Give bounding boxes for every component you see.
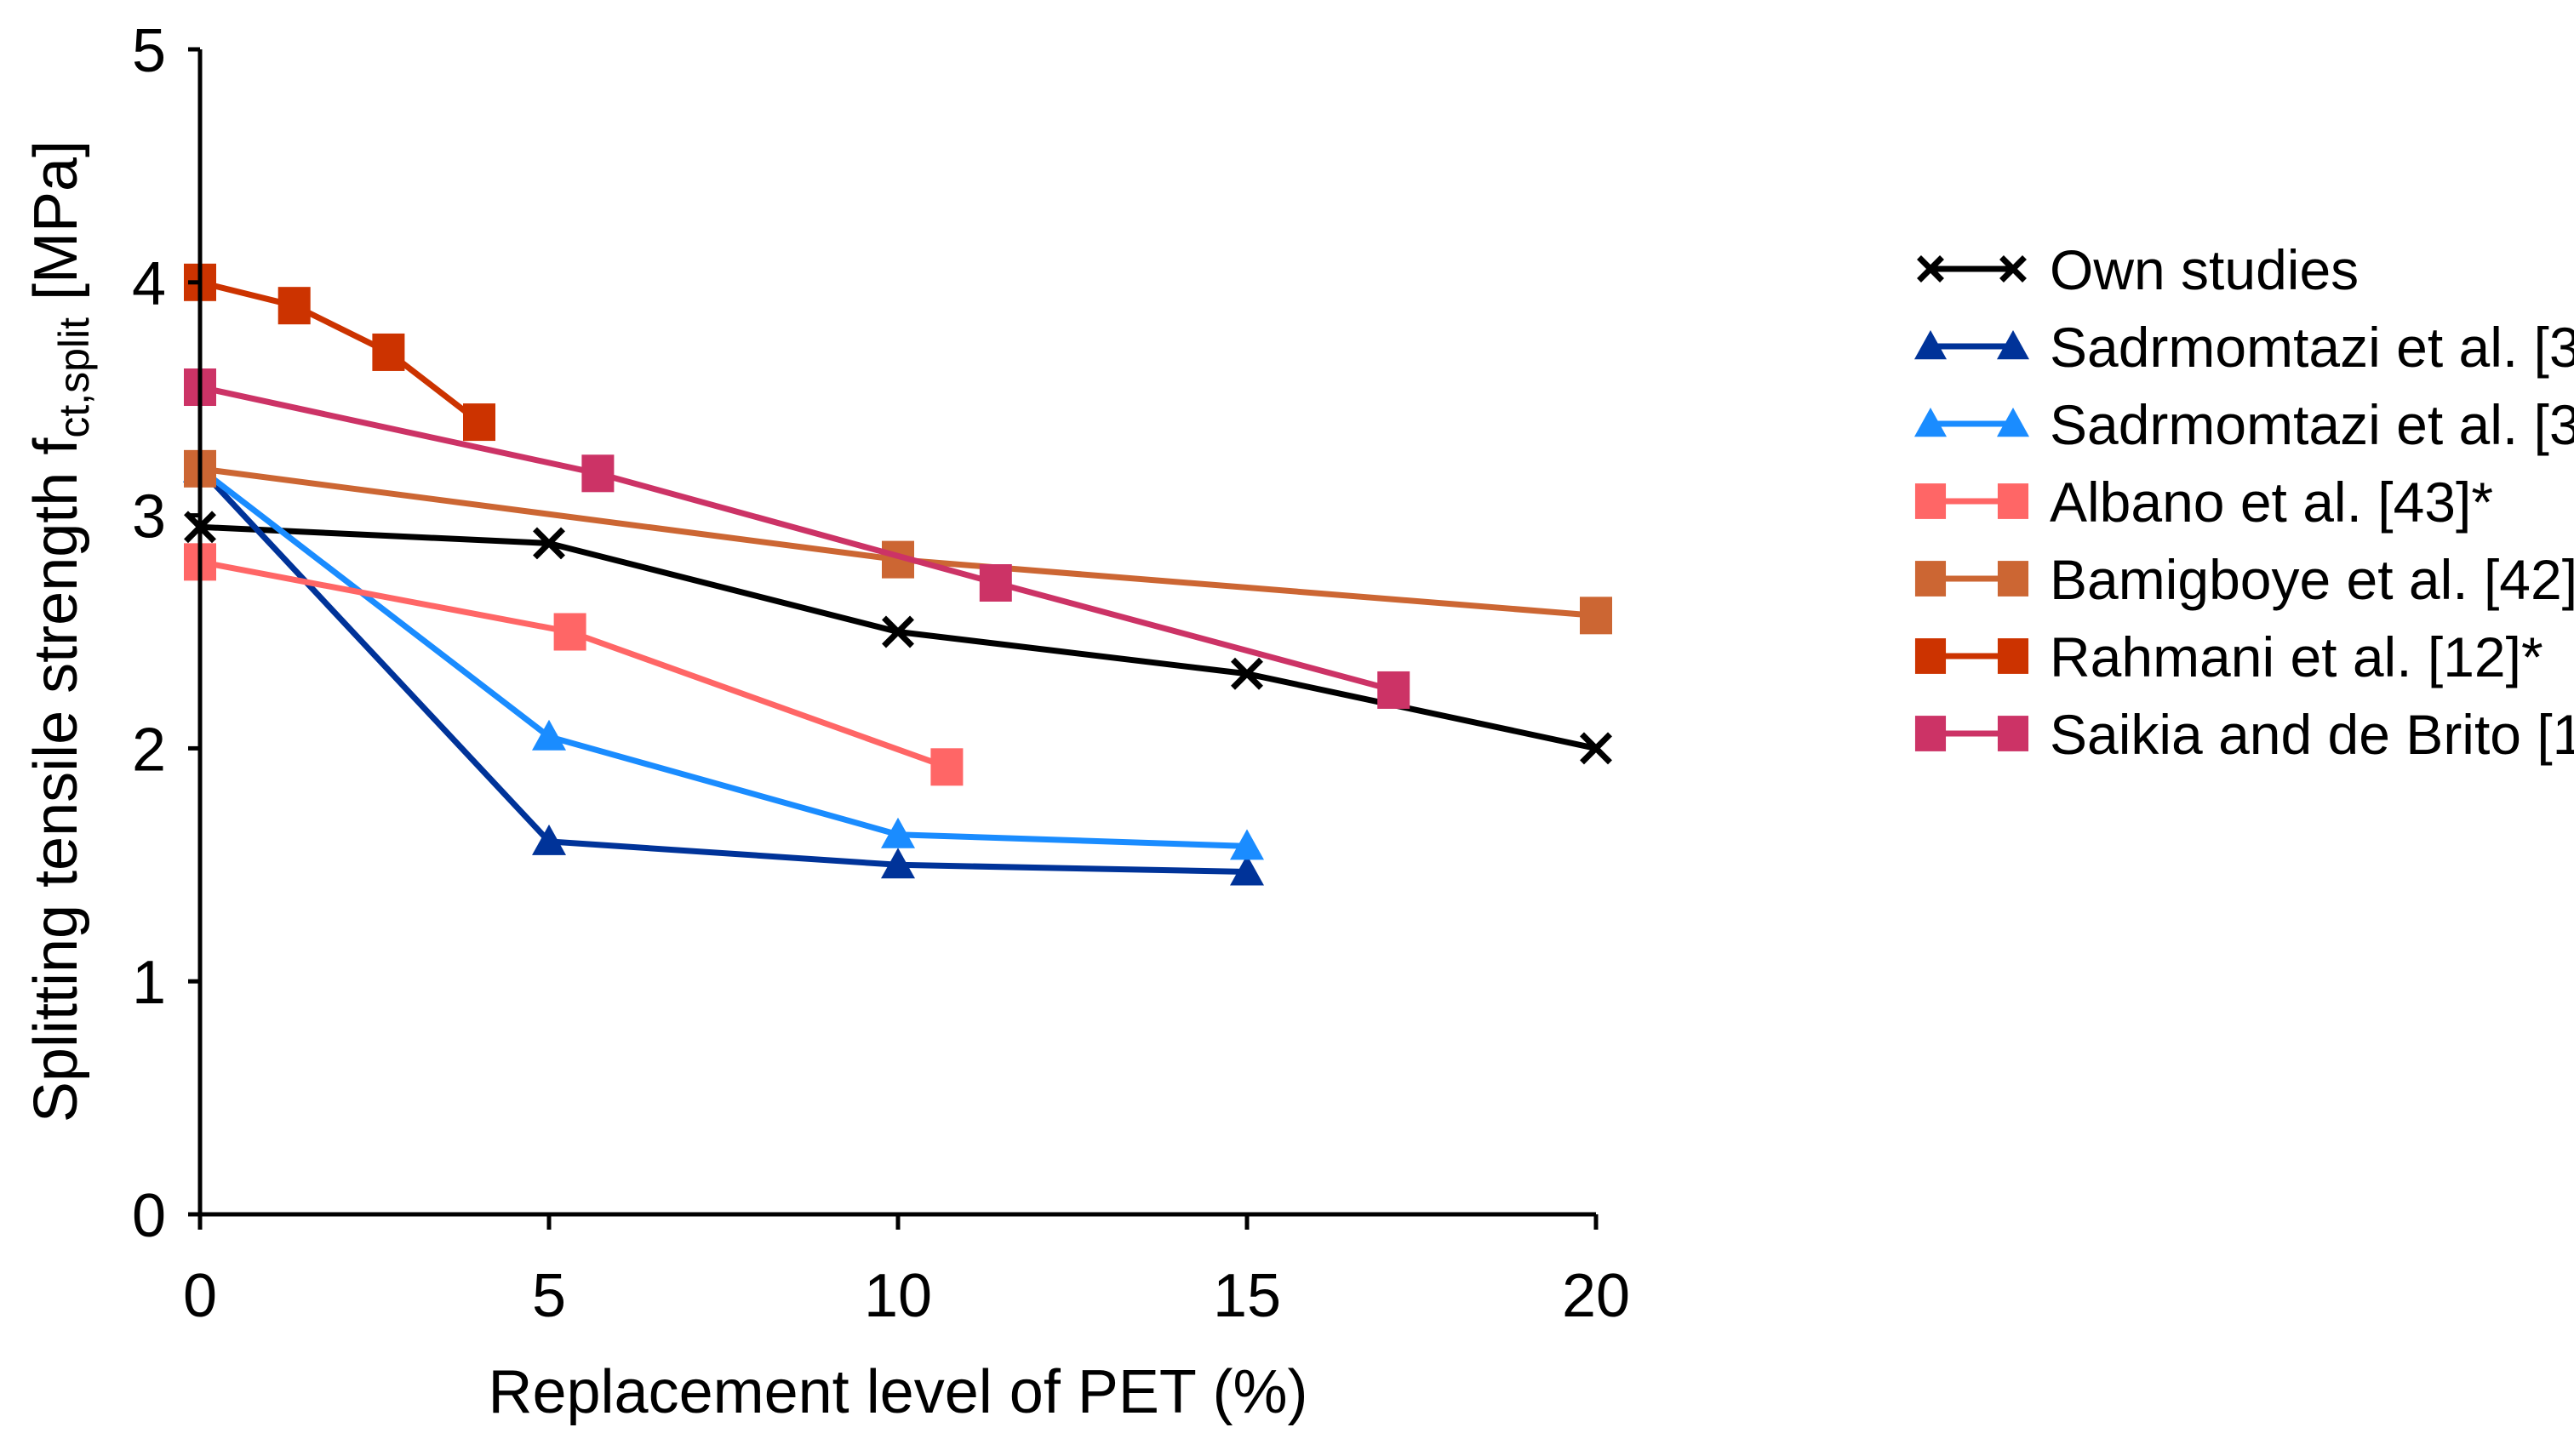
legend-item: Own studies xyxy=(1917,238,2359,301)
y-tick-label: 5 xyxy=(132,17,166,85)
x-marker xyxy=(1917,255,1944,283)
legend-label: Bamigboye et al. [42] xyxy=(2050,548,2574,611)
y-tick-label: 1 xyxy=(132,949,166,1017)
series-layer xyxy=(183,263,1612,886)
series xyxy=(184,449,1612,635)
series xyxy=(183,451,1264,886)
legend-item: Rahmani et al. [12]* xyxy=(1914,625,2543,688)
x-tick-label: 10 xyxy=(864,1262,932,1330)
y-axis-label: Splitting tensile strength fct,split [MP… xyxy=(22,140,98,1122)
y-tick-label: 0 xyxy=(132,1182,166,1250)
triangle-marker xyxy=(532,824,566,855)
square-marker xyxy=(1997,561,2029,597)
square-marker xyxy=(979,564,1012,602)
x-marker xyxy=(1231,657,1263,690)
triangle-marker xyxy=(881,848,915,879)
legend-item: Sadrmomtazi et al. [37] xyxy=(1914,316,2574,379)
square-marker xyxy=(1914,716,1947,751)
square-marker xyxy=(1997,483,2029,519)
series-line xyxy=(197,466,1248,876)
triangle-marker xyxy=(1914,330,1947,360)
x-marker xyxy=(533,527,565,560)
square-marker xyxy=(277,287,311,325)
triangle-marker xyxy=(1230,829,1264,860)
square-marker xyxy=(1580,597,1612,635)
legend: Own studies Sadrmomtazi et al. [37] Sadrmo… xyxy=(1914,238,2574,766)
square-marker xyxy=(1914,483,1947,519)
series-line xyxy=(199,279,482,425)
legend-label: Albano et al. [43]* xyxy=(2050,471,2493,534)
x-tick-label: 5 xyxy=(532,1262,566,1330)
legend-item: Bamigboye et al. [42] xyxy=(1914,548,2574,611)
legend-item: Saikia and de Brito [18]* xyxy=(1914,703,2574,766)
x-axis-label: Replacement level of PET (%) xyxy=(488,1358,1307,1426)
x-marker xyxy=(1580,732,1612,765)
square-marker xyxy=(1997,716,2029,751)
series xyxy=(184,543,964,786)
x-marker xyxy=(882,615,914,648)
legend-item: Sadrmomtazi et al. [37] xyxy=(1914,393,2574,456)
series xyxy=(184,511,1612,765)
square-marker xyxy=(1997,638,2029,674)
square-marker xyxy=(553,613,586,651)
triangle-marker xyxy=(1997,330,2029,360)
legend-label: Rahmani et al. [12]* xyxy=(2050,625,2543,688)
square-marker xyxy=(463,403,495,442)
square-marker xyxy=(1914,638,1947,674)
square-marker xyxy=(581,454,615,493)
triangle-marker xyxy=(532,719,566,751)
y-tick-label: 2 xyxy=(132,716,166,784)
triangle-marker xyxy=(1230,854,1264,886)
triangle-marker xyxy=(881,817,915,848)
x-tick-label: 20 xyxy=(1562,1262,1630,1330)
legend-label: Sadrmomtazi et al. [37] xyxy=(2050,316,2574,379)
series-line xyxy=(199,384,1395,694)
legend-label: Own studies xyxy=(2050,238,2359,301)
ticks: 0 5 10 15 20 0 1 2 3 4 5 xyxy=(132,17,1630,1330)
legend-label: Saikia and de Brito [18]* xyxy=(2050,703,2574,766)
x-tick-label: 15 xyxy=(1213,1262,1281,1330)
x-tick-label: 0 xyxy=(183,1262,217,1330)
legend-label: Sadrmomtazi et al. [37] xyxy=(2050,393,2574,456)
square-marker xyxy=(930,748,964,786)
legend-item: Albano et al. [43]* xyxy=(1914,471,2493,534)
series-line xyxy=(197,466,1248,849)
series xyxy=(184,263,495,442)
y-tick-label: 4 xyxy=(132,250,166,318)
series xyxy=(184,368,1410,709)
y-tick-label: 3 xyxy=(132,483,166,551)
square-marker xyxy=(1377,671,1410,709)
square-marker xyxy=(372,333,405,371)
triangle-marker xyxy=(1997,408,2029,437)
square-marker xyxy=(1914,561,1947,597)
x-marker xyxy=(1999,255,2027,283)
triangle-marker xyxy=(1914,408,1947,437)
